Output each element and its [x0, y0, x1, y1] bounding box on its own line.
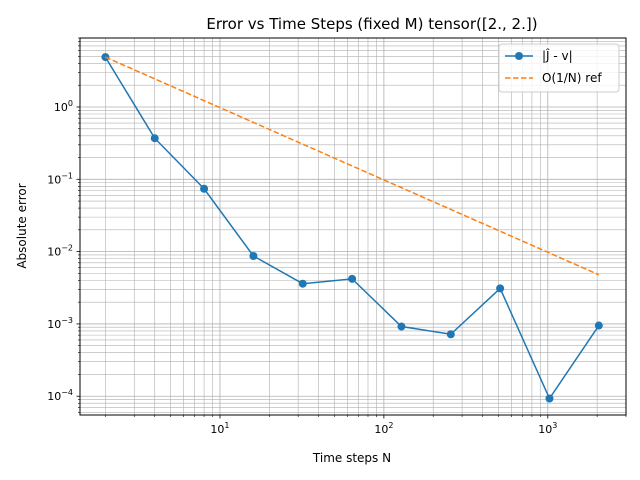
y-tick-label: 10−3 — [47, 316, 73, 331]
data-point-series-1 — [249, 251, 258, 260]
data-point-series-1 — [298, 279, 307, 288]
y-tick-label: 10−2 — [47, 244, 73, 259]
ticks: 101 102 103 10−4 10−3 10−2 10−1 100 — [47, 37, 627, 436]
y-axis-label: Absolute error — [15, 183, 29, 268]
series-line-2 — [105, 56, 600, 276]
x-tick-label: 101 — [210, 421, 229, 436]
data-point-series-1 — [594, 321, 603, 330]
grid — [80, 37, 627, 415]
data-point-series-1 — [446, 330, 455, 339]
legend: |Ĵ - v| O(1/N) ref — [498, 43, 620, 93]
data-point-series-1 — [200, 184, 209, 193]
series-layer — [101, 53, 603, 403]
y-tick-label: 10−1 — [47, 171, 73, 186]
x-tick-label: 102 — [374, 421, 393, 436]
data-point-series-1 — [348, 274, 357, 283]
x-tick-label: 103 — [538, 421, 557, 436]
legend-marker-series-1 — [515, 52, 523, 60]
plot-frame — [79, 37, 627, 416]
data-point-series-1 — [397, 322, 406, 331]
chart-title: Error vs Time Steps (fixed M) tensor([2.… — [206, 15, 537, 33]
y-tick-label: 10−4 — [47, 388, 73, 403]
data-point-series-1 — [545, 394, 554, 403]
x-axis-label: Time steps N — [312, 451, 391, 465]
legend-label-series-1: |Ĵ - v| — [542, 49, 573, 63]
data-point-series-1 — [496, 284, 505, 293]
data-point-series-1 — [150, 134, 159, 143]
legend-label-series-2: O(1/N) ref — [542, 71, 602, 85]
y-tick-label: 100 — [54, 99, 73, 114]
